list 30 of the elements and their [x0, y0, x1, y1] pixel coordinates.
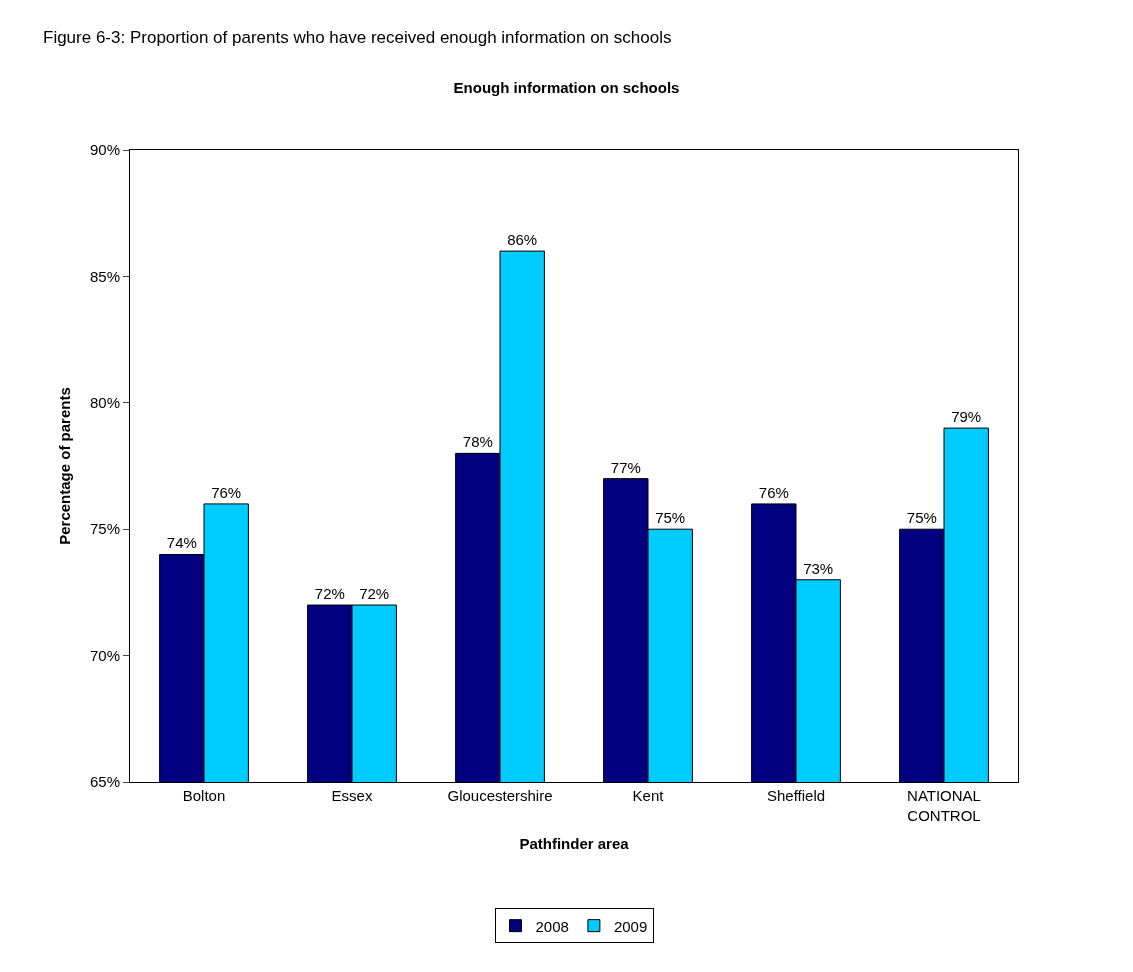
- data-label: 72%: [314, 585, 345, 603]
- data-label: 76%: [211, 483, 242, 501]
- data-label: 78%: [462, 433, 493, 451]
- y-tick-label: 65%: [89, 773, 120, 791]
- data-label: 86%: [507, 231, 538, 249]
- x-tick-label: Gloucestershire: [447, 787, 553, 804]
- data-label: 72%: [359, 585, 390, 603]
- legend-label: 2009: [613, 917, 648, 935]
- data-label: 75%: [906, 509, 937, 527]
- data-label: 79%: [951, 408, 982, 426]
- x-axis-title: Pathfinder area: [519, 834, 630, 852]
- data-label: 75%: [655, 509, 686, 527]
- legend-label: 2008: [535, 917, 569, 935]
- y-tick-label: 80%: [89, 394, 120, 412]
- data-label: 77%: [610, 458, 641, 476]
- x-tick-label: Sheffield: [766, 787, 826, 804]
- data-label: 74%: [166, 534, 197, 552]
- x-tick-label: Bolton: [182, 787, 226, 804]
- y-tick-label: 90%: [89, 141, 120, 159]
- x-tick-label: NATIONAL CONTROL: [907, 787, 981, 824]
- x-tick-label: Kent: [632, 787, 665, 804]
- y-tick-label: 70%: [89, 646, 120, 664]
- y-axis-title: Percentage of parents: [56, 387, 74, 545]
- y-tick-label: 75%: [89, 520, 120, 538]
- data-label: 76%: [758, 483, 789, 501]
- y-tick-label: 85%: [89, 267, 120, 285]
- data-label: 73%: [803, 559, 834, 577]
- chart-title: Enough information on schools: [453, 79, 680, 97]
- caption: Figure 6-3: Proportion of parents who have received enough information on schools: [43, 28, 672, 47]
- x-tick-label: Essex: [331, 787, 373, 804]
